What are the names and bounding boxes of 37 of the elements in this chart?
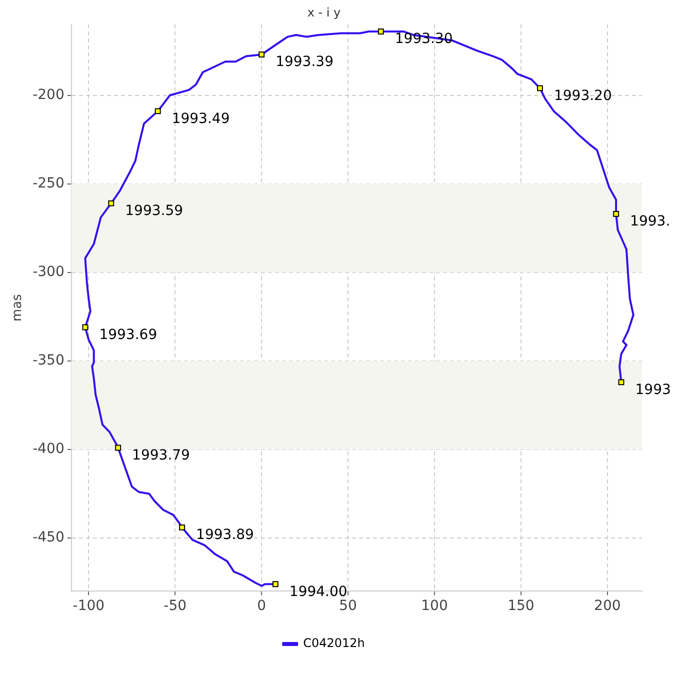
x-tick-label: -50 — [164, 598, 187, 614]
y-tick-label: -450 — [32, 530, 64, 546]
annotation: 1993.79 — [132, 447, 190, 464]
annotation: 1993.49 — [172, 110, 230, 127]
legend-label: C042012h — [303, 636, 365, 650]
y-tick-label: -350 — [32, 352, 64, 369]
x-tick-label: 100 — [421, 598, 448, 614]
annotation: 1993 — [635, 382, 671, 398]
point — [378, 28, 384, 34]
annotation: 1993.39 — [276, 54, 334, 70]
point — [613, 210, 620, 217]
point — [154, 108, 161, 114]
point — [258, 52, 265, 58]
y-tick-label: -300 — [32, 264, 64, 280]
annotation: 1993.20 — [554, 88, 612, 104]
x-tick-label: 0 — [257, 598, 266, 614]
point — [82, 324, 88, 330]
y-tick-label: -400 — [32, 441, 64, 458]
annotation: 1993.89 — [196, 527, 254, 544]
x-tick-label: 50 — [339, 598, 357, 614]
point — [618, 379, 624, 386]
annotation: 1994.00 — [289, 584, 348, 600]
y-tick-label: -200 — [32, 86, 64, 103]
y-tick-label: -250 — [32, 175, 64, 192]
point — [179, 524, 186, 530]
point — [272, 581, 278, 588]
chart-title: x - i y — [307, 5, 341, 20]
x-tick-label: -100 — [72, 598, 105, 614]
annotation: 1993.59 — [125, 202, 184, 219]
point — [537, 85, 543, 92]
point — [108, 200, 114, 206]
y-axis-title: mas — [10, 294, 26, 322]
x-tick-label: 150 — [508, 598, 534, 614]
point — [115, 444, 122, 451]
x-tick-label: 200 — [594, 598, 621, 614]
annotation: 1993. — [630, 214, 670, 230]
annotation: 1993.69 — [99, 326, 158, 343]
